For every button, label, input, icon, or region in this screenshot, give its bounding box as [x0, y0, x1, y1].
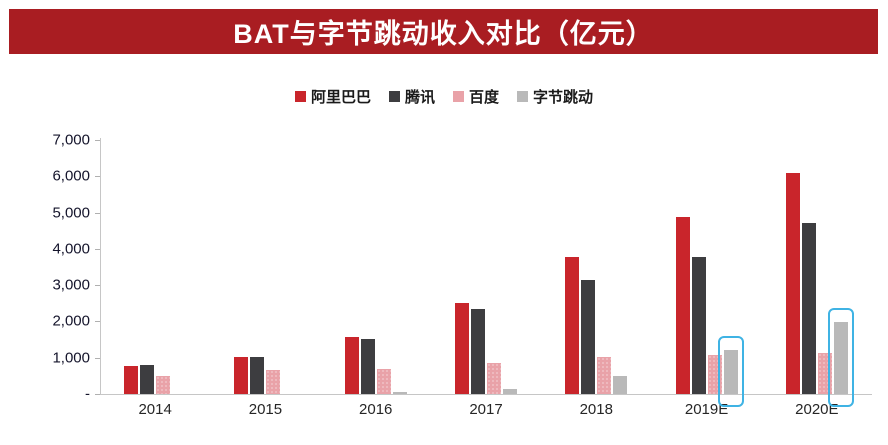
legend-item: 腾讯	[388, 86, 435, 107]
bar	[503, 389, 517, 394]
y-axis-tick	[95, 357, 100, 359]
bar	[266, 370, 281, 394]
x-axis-label: 2014	[138, 401, 172, 418]
bar	[801, 223, 816, 394]
x-axis-label: 2015	[248, 401, 283, 418]
x-axis-label: 2020E	[795, 401, 839, 418]
x-axis-label: 2016	[359, 401, 393, 418]
highlight-box	[717, 336, 744, 407]
bar	[675, 217, 690, 394]
legend-swatch	[517, 90, 529, 102]
x-axis-label: 2019E	[684, 401, 729, 418]
bar	[487, 363, 501, 394]
bar	[581, 280, 596, 394]
y-axis-label: 6,000	[52, 167, 90, 185]
y-axis-label: 4,000	[52, 240, 90, 258]
bar	[376, 369, 391, 394]
y-axis-tick	[95, 321, 100, 323]
bar	[785, 173, 800, 394]
y-axis-tick	[95, 176, 100, 178]
legend-item: 百度	[453, 86, 499, 107]
chart-legend: 阿里巴巴 腾讯 百度 字节跳动	[0, 86, 888, 106]
bar	[360, 339, 375, 394]
bar	[723, 350, 738, 394]
bar	[124, 366, 139, 394]
bar	[565, 257, 580, 394]
y-axis-label: 7,000	[52, 131, 90, 149]
bar	[833, 322, 848, 394]
y-axis-tick	[95, 285, 100, 287]
y-axis-label: 3,000	[52, 276, 90, 294]
legend-label: 腾讯	[404, 88, 435, 106]
bar	[140, 365, 155, 394]
bar	[344, 337, 359, 394]
y-axis-label: 2,000	[52, 312, 90, 330]
bar	[392, 392, 407, 394]
y-axis-label: 5,000	[52, 204, 90, 222]
y-axis-label: 1,000	[52, 349, 90, 367]
page-title: BAT与字节跳动收入对比（亿元）	[233, 19, 654, 49]
x-axis-label: 2018	[579, 401, 613, 418]
bar	[250, 357, 265, 394]
legend-label: 字节跳动	[533, 88, 594, 106]
y-axis-line	[100, 138, 101, 394]
y-axis-tick	[95, 212, 100, 214]
y-axis-tick	[95, 394, 100, 395]
legend-item: 阿里巴巴	[294, 86, 371, 107]
y-axis-tick	[95, 248, 100, 250]
legend-label: 阿里巴巴	[310, 88, 371, 106]
bar	[597, 357, 612, 394]
legend-swatch	[388, 90, 400, 102]
legend-item: 字节跳动	[517, 86, 593, 107]
bar	[471, 309, 485, 394]
y-axis-tick	[95, 140, 100, 141]
y-axis-label: -	[85, 385, 90, 403]
title-banner: BAT与字节跳动收入对比（亿元）	[9, 9, 878, 54]
legend-swatch	[453, 90, 464, 102]
bar	[691, 257, 706, 394]
bar	[234, 357, 249, 394]
bar	[613, 376, 628, 394]
bar	[156, 376, 171, 394]
x-axis-line	[100, 394, 872, 395]
x-axis-label: 2017	[469, 401, 503, 418]
highlight-box	[827, 308, 854, 407]
legend-label: 百度	[469, 88, 500, 106]
legend-swatch	[294, 90, 306, 102]
bar	[455, 303, 469, 394]
